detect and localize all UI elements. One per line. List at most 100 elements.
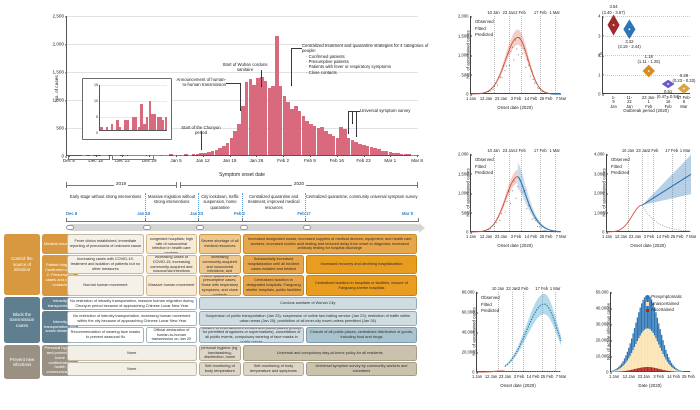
year-cap-start bbox=[66, 182, 67, 188]
inset-bar bbox=[164, 117, 168, 130]
violin-ci-2: (1.11 - 1.25) bbox=[637, 59, 661, 65]
x-tick-top-label: 10 Jan bbox=[487, 147, 500, 153]
stacked-bar-presymptomatic bbox=[671, 362, 673, 367]
stacked-bar-unascertained bbox=[623, 364, 626, 371]
observed-point bbox=[524, 189, 526, 191]
x-tick-label: 12 Jan bbox=[479, 95, 493, 101]
gridline bbox=[512, 292, 514, 371]
inset-bar bbox=[105, 126, 108, 130]
observed-point bbox=[533, 217, 535, 219]
gridline bbox=[67, 100, 418, 101]
observed-point bbox=[517, 54, 519, 56]
stacked-bar-unascertained bbox=[668, 363, 670, 371]
phase-marker-1 bbox=[143, 225, 152, 230]
plot-area: 0 10,000 20,000 30,000 40,000 50,000 1 Jan 12 J… bbox=[596, 290, 695, 379]
stacked-bar-presymptomatic bbox=[655, 312, 657, 339]
stacked-bar-ascertained bbox=[649, 367, 651, 372]
legend-label-2: Ascertained bbox=[651, 307, 674, 313]
stacked-bar-unascertained bbox=[652, 332, 654, 368]
y-axis-title: Rₑ bbox=[597, 52, 603, 57]
bar bbox=[320, 127, 325, 155]
leader-human-transmission bbox=[226, 83, 241, 84]
observed-point bbox=[481, 230, 483, 232]
legend-item-0: Observed bbox=[475, 157, 494, 164]
observed-point bbox=[480, 93, 482, 95]
violin-label-3: 0.51 (0.47 - 0.54) bbox=[657, 89, 680, 99]
inset-brace-right bbox=[112, 156, 154, 160]
observed-point bbox=[485, 92, 487, 94]
x-tick-label: 7 Mar bbox=[685, 233, 697, 239]
phase-label-0: Early stage without strong interventions bbox=[69, 194, 142, 199]
observed-point bbox=[490, 227, 492, 229]
marker-survey-3 bbox=[355, 135, 358, 137]
x-tick-top-label: 23 Jan bbox=[636, 147, 649, 153]
y-axis-title: No. of active infectious cases bbox=[606, 303, 611, 360]
violin-median-3 bbox=[667, 83, 670, 85]
x-tick-label: 14 Feb bbox=[656, 233, 670, 239]
legend: Presymptomatic Unascertained Ascertained bbox=[646, 294, 682, 314]
gridline bbox=[67, 72, 418, 73]
phase-axis-tick-0 bbox=[66, 218, 67, 222]
y-tick-label: 1,000 bbox=[458, 190, 473, 196]
stacked-bar-ascertained bbox=[635, 368, 637, 372]
x-tick-label: 25 Feb bbox=[540, 373, 554, 379]
bar bbox=[297, 111, 302, 155]
x-tick bbox=[122, 155, 124, 157]
x-tick bbox=[202, 155, 204, 157]
legend: Observed Fitted Predicted bbox=[611, 157, 630, 177]
gridline bbox=[671, 154, 673, 231]
observed-point bbox=[543, 91, 545, 93]
x-tick-label: Dec 8 bbox=[62, 158, 75, 163]
violin-ci-4: (0.23 - 0.33) bbox=[672, 78, 696, 84]
table-cell-r1-c4: Increased recovery and declining hospita… bbox=[305, 255, 417, 274]
marker-survey-1 bbox=[347, 132, 350, 134]
stacked-bar-ascertained bbox=[628, 370, 630, 372]
legend-item-0: Observed bbox=[611, 157, 630, 164]
legend-swatch-2 bbox=[646, 309, 650, 313]
x-tick-top-label: 2 Feb bbox=[647, 147, 659, 153]
observed-point bbox=[537, 87, 539, 89]
legend-item-2: Predicted bbox=[475, 32, 494, 39]
leader-survey-v1 bbox=[348, 111, 349, 133]
x-tick-label: Jan 12 bbox=[195, 158, 210, 163]
bar bbox=[377, 149, 381, 155]
violin-ci-0: (3.40 - 3.67) bbox=[602, 9, 625, 15]
violin-median-4 bbox=[683, 87, 685, 90]
marker-survey-2 bbox=[351, 122, 354, 124]
inset-bar bbox=[135, 117, 138, 130]
legend-label-2: Predicted bbox=[611, 170, 630, 176]
stacked-bar-unascertained bbox=[645, 328, 647, 367]
stacked-bar-ascertained bbox=[665, 370, 667, 372]
stacked-bar-unascertained bbox=[633, 347, 636, 369]
observed-point bbox=[497, 217, 499, 219]
bar bbox=[373, 148, 377, 155]
stacked-bar-unascertained bbox=[646, 328, 648, 367]
stacked-bar-unascertained bbox=[658, 344, 660, 369]
bar bbox=[195, 153, 200, 155]
phase-divider-2 bbox=[198, 193, 199, 221]
inset-bar bbox=[137, 126, 141, 130]
stacked-bar-unascertained bbox=[635, 344, 637, 369]
bar bbox=[278, 86, 283, 155]
stacked-bar-presymptomatic bbox=[635, 322, 637, 345]
x-tick-top-label: 23 Jan bbox=[502, 9, 515, 15]
stacked-bar-ascertained bbox=[672, 371, 674, 372]
table-cell-r0-c3: Increased designated wards; increased su… bbox=[242, 234, 417, 254]
gridline bbox=[67, 44, 418, 45]
table-cell-r6-c1: Compulsory wearing of face masks, person… bbox=[198, 345, 241, 361]
x-tick-label: 12 Jan bbox=[484, 373, 498, 379]
violin-median-2 bbox=[647, 70, 650, 72]
y-tick-label: 20,000 bbox=[595, 337, 612, 343]
y-axis-title: No. of ascertained cases bbox=[465, 168, 471, 217]
observed-point bbox=[556, 231, 558, 233]
x-tick-top-label: 1 Mar bbox=[549, 147, 560, 153]
gridline bbox=[540, 154, 542, 231]
stacked-bar-ascertained bbox=[639, 367, 641, 372]
x-tick-label: 7 Mar bbox=[555, 373, 567, 379]
observed-point bbox=[528, 64, 530, 66]
gridline bbox=[498, 292, 499, 371]
y-tick-label: 2,000 bbox=[458, 151, 473, 157]
x-tick-top-label: 23 Jan bbox=[502, 147, 515, 153]
observed-point bbox=[522, 53, 524, 55]
inset-bar bbox=[159, 117, 162, 130]
